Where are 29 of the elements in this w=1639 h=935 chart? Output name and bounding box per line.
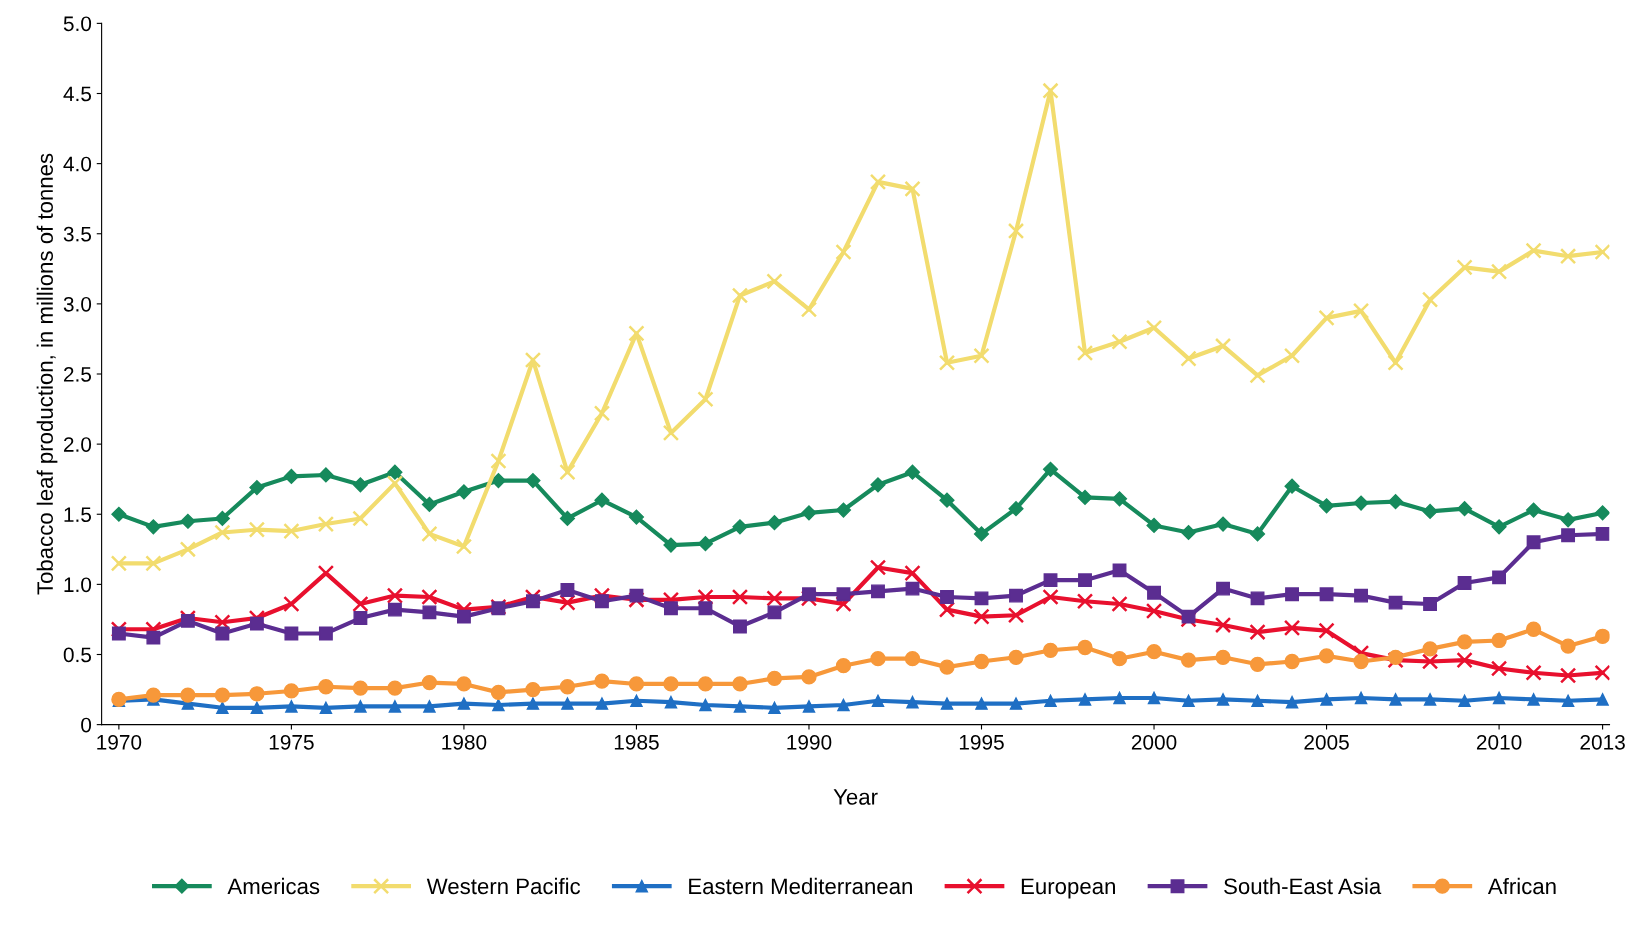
x-tick-label: 1980	[442, 734, 487, 750]
x-tick-label: 1995	[959, 734, 1004, 750]
y-tick-label: 4.0	[63, 156, 92, 172]
x-tick-label: 1975	[269, 734, 314, 750]
y-axis-title: Tobacco leaf production, in millions of tonnes	[36, 153, 58, 595]
x-tick-label: 1970	[97, 734, 142, 750]
y-tick-label: 5.0	[63, 16, 92, 32]
y-tick-label: 1.5	[64, 507, 92, 522]
x-tick-label: 2005	[1304, 734, 1349, 750]
legend-label: Americas	[227, 877, 320, 895]
y-tick-label: 2.0	[63, 437, 92, 452]
y-tick-label: 0	[81, 717, 92, 733]
y-tick-label: 1.0	[64, 577, 92, 593]
x-tick-label: 1990	[787, 734, 832, 750]
x-tick-label: 2000	[1131, 734, 1177, 750]
legend-label: African	[1487, 877, 1556, 895]
y-tick-label: 2.5	[63, 367, 92, 382]
x-tick-label: 2013	[1580, 734, 1625, 750]
y-tick-label: 3.0	[63, 296, 92, 312]
y-tick-label: 0.5	[63, 647, 92, 663]
legend-label: Western Pacific	[426, 877, 581, 895]
legend-label: Eastern Mediterranean	[689, 877, 912, 895]
legend-label: South-East Asia	[1224, 877, 1382, 895]
x-tick-label: 2010	[1476, 734, 1522, 750]
legend-label: European	[1021, 878, 1115, 899]
y-tick-label: 4.5	[63, 86, 92, 102]
y-tick-label: 3.5	[63, 226, 92, 242]
x-tick-label: 1985	[614, 734, 659, 750]
x-axis-title: Year	[833, 789, 878, 805]
